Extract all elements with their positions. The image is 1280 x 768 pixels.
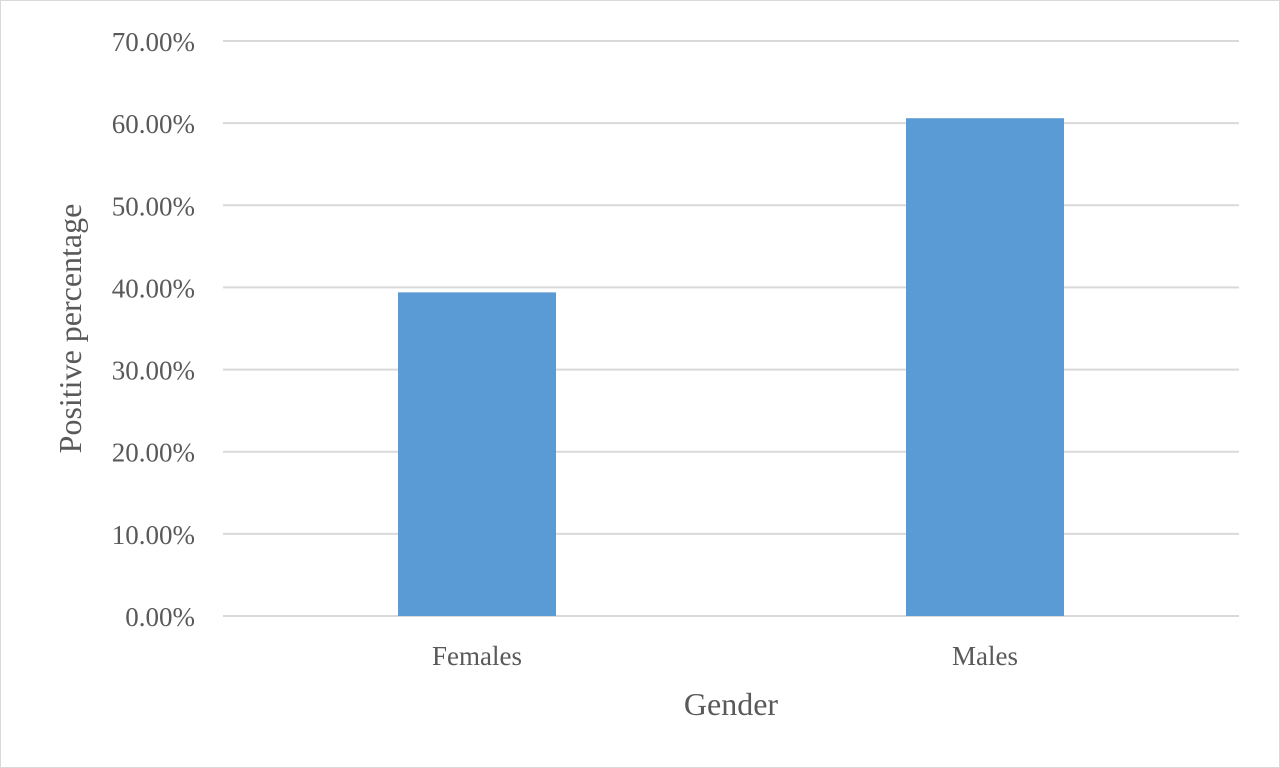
- y-tick-label: 30.00%: [112, 356, 195, 386]
- bar-males: [906, 118, 1064, 616]
- y-tick-label: 50.00%: [112, 191, 195, 221]
- y-tick-label: 20.00%: [112, 438, 195, 468]
- y-tick-label: 70.00%: [112, 27, 195, 57]
- gridlines: [223, 40, 1239, 617]
- x-tick-label-males: Males: [952, 641, 1018, 671]
- bars: [398, 118, 1064, 616]
- y-axis-title: Positive percentage: [52, 204, 88, 454]
- bar-females: [398, 292, 556, 616]
- x-axis-title: Gender: [684, 686, 779, 722]
- y-tick-label: 0.00%: [125, 602, 195, 632]
- y-tick-label: 40.00%: [112, 273, 195, 303]
- x-tick-label-females: Females: [432, 641, 522, 671]
- y-tick-label: 60.00%: [112, 109, 195, 139]
- x-axis-ticks: Females Males: [432, 641, 1018, 671]
- y-tick-label: 10.00%: [112, 520, 195, 550]
- y-axis-ticks: 0.00% 10.00% 20.00% 30.00% 40.00% 50.00% 60.00…: [112, 27, 195, 632]
